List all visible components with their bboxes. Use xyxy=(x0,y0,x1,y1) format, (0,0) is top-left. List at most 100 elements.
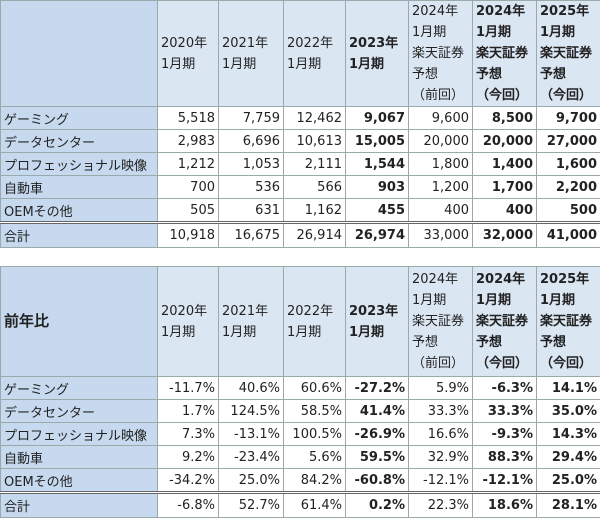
value-cell: 29.4% xyxy=(536,445,600,469)
value-cell: -6.3% xyxy=(472,376,537,400)
value-cell: 1,162 xyxy=(283,198,346,223)
column-header: 2024年 1月期 楽天証券 予想 （前回） xyxy=(408,266,473,377)
value-cell: 20,000 xyxy=(472,129,537,153)
value-cell: 536 xyxy=(218,175,284,199)
column-header: 2022年 1月期 xyxy=(283,266,346,377)
table-block: 2020年 1月期 2021年 1月期 2022年 1月期 2023年 1月期 2024… xyxy=(0,0,600,248)
value-cell: 60.6% xyxy=(283,376,346,400)
total-cell: 26,974 xyxy=(345,221,409,248)
value-cell: -11.7% xyxy=(157,376,219,400)
value-cell: 400 xyxy=(472,198,537,223)
value-cell: -12.1% xyxy=(472,468,537,493)
value-cell: 1.7% xyxy=(157,399,219,423)
total-cell: 52.7% xyxy=(218,491,284,518)
value-cell: 20,000 xyxy=(408,129,473,153)
row-label: ゲーミング xyxy=(0,106,158,130)
table-block: 前年比 2020年 1月期 2021年 1月期 2022年 1月期 2023年 1月期 2… xyxy=(0,266,600,518)
total-cell: 18.6% xyxy=(472,491,537,518)
data-row: プロフェッショナル映像 1,212 1,053 2,111 1,544 1,800 1,40… xyxy=(0,152,600,176)
row-label: OEMその他 xyxy=(0,198,158,223)
value-cell: 9,600 xyxy=(408,106,473,130)
value-cell: 9,700 xyxy=(536,106,600,130)
value-cell: 35.0% xyxy=(536,399,600,423)
row-label: データセンター xyxy=(0,399,158,423)
data-row: データセンター 2,983 6,696 10,613 15,005 20,000 20,00… xyxy=(0,129,600,153)
header-row: 前年比 2020年 1月期 2021年 1月期 2022年 1月期 2023年 1月期 2… xyxy=(0,266,600,377)
total-cell: -6.8% xyxy=(157,491,219,518)
column-header: 2024年 1月期 楽天証券 予想 （今回） xyxy=(472,0,537,107)
value-cell: 1,600 xyxy=(536,152,600,176)
data-row: ゲーミング 5,518 7,759 12,462 9,067 9,600 8,500 9,70… xyxy=(0,106,600,130)
data-row: ゲーミング -11.7% 40.6% 60.6% -27.2% 5.9% -6.3% 14.1… xyxy=(0,376,600,400)
value-cell: 631 xyxy=(218,198,284,223)
value-cell: 566 xyxy=(283,175,346,199)
value-cell: 700 xyxy=(157,175,219,199)
value-cell: 1,053 xyxy=(218,152,284,176)
value-cell: 1,544 xyxy=(345,152,409,176)
data-table: 前年比 2020年 1月期 2021年 1月期 2022年 1月期 2023年 1月期 2… xyxy=(0,266,600,518)
column-header: 2021年 1月期 xyxy=(218,266,284,377)
value-cell: 25.0% xyxy=(218,468,284,493)
value-cell: 16.6% xyxy=(408,422,473,446)
value-cell: 14.3% xyxy=(536,422,600,446)
value-cell: -9.3% xyxy=(472,422,537,446)
value-cell: 2,983 xyxy=(157,129,219,153)
column-header: 2024年 1月期 楽天証券 予想 （今回） xyxy=(472,266,537,377)
data-row: プロフェッショナル映像 7.3% -13.1% 100.5% -26.9% 16.6% -9… xyxy=(0,422,600,446)
total-cell: 41,000 xyxy=(536,221,600,248)
value-cell: 6,696 xyxy=(218,129,284,153)
data-row: OEMその他 -34.2% 25.0% 84.2% -60.8% -12.1% -12.1%… xyxy=(0,468,600,493)
value-cell: 5.9% xyxy=(408,376,473,400)
row-label: プロフェッショナル映像 xyxy=(0,422,158,446)
total-row: 合計 10,918 16,675 26,914 26,974 33,000 32,000 41… xyxy=(0,221,600,248)
value-cell: 1,200 xyxy=(408,175,473,199)
data-table: 2020年 1月期 2021年 1月期 2022年 1月期 2023年 1月期 2024… xyxy=(0,0,600,248)
value-cell: 505 xyxy=(157,198,219,223)
column-header: 2023年 1月期 xyxy=(345,0,409,107)
value-cell: 903 xyxy=(345,175,409,199)
value-cell: -27.2% xyxy=(345,376,409,400)
total-cell: 28.1% xyxy=(536,491,600,518)
column-header: 2020年 1月期 xyxy=(157,266,219,377)
row-label: 自動車 xyxy=(0,175,158,199)
value-cell: 7.3% xyxy=(157,422,219,446)
value-cell: 9,067 xyxy=(345,106,409,130)
value-cell: 14.1% xyxy=(536,376,600,400)
total-cell: 16,675 xyxy=(218,221,284,248)
data-row: 自動車 700 536 566 903 1,200 1,700 2,200 xyxy=(0,175,600,199)
value-cell: 25.0% xyxy=(536,468,600,493)
value-cell: 100.5% xyxy=(283,422,346,446)
value-cell: 1,212 xyxy=(157,152,219,176)
corner-cell xyxy=(0,0,158,107)
value-cell: 10,613 xyxy=(283,129,346,153)
column-header: 2025年 1月期 楽天証券 予想 （今回） xyxy=(536,266,600,377)
total-row: 合計 -6.8% 52.7% 61.4% 0.2% 22.3% 18.6% 28.1% xyxy=(0,491,600,518)
total-cell: 32,000 xyxy=(472,221,537,248)
value-cell: 15,005 xyxy=(345,129,409,153)
value-cell: -26.9% xyxy=(345,422,409,446)
value-cell: 7,759 xyxy=(218,106,284,130)
data-row: 自動車 9.2% -23.4% 5.6% 59.5% 32.9% 88.3% 29.4% xyxy=(0,445,600,469)
value-cell: 27,000 xyxy=(536,129,600,153)
row-label: プロフェッショナル映像 xyxy=(0,152,158,176)
value-cell: 124.5% xyxy=(218,399,284,423)
value-cell: 9.2% xyxy=(157,445,219,469)
total-cell: 10,918 xyxy=(157,221,219,248)
value-cell: 88.3% xyxy=(472,445,537,469)
data-row: OEMその他 505 631 1,162 455 400 400 500 xyxy=(0,198,600,223)
value-cell: 5.6% xyxy=(283,445,346,469)
total-cell: 26,914 xyxy=(283,221,346,248)
value-cell: 12,462 xyxy=(283,106,346,130)
value-cell: 33.3% xyxy=(472,399,537,423)
column-header: 2021年 1月期 xyxy=(218,0,284,107)
total-cell: 33,000 xyxy=(408,221,473,248)
value-cell: 59.5% xyxy=(345,445,409,469)
value-cell: 5,518 xyxy=(157,106,219,130)
value-cell: 1,400 xyxy=(472,152,537,176)
value-cell: 2,111 xyxy=(283,152,346,176)
value-cell: 1,700 xyxy=(472,175,537,199)
row-label: OEMその他 xyxy=(0,468,158,493)
value-cell: 400 xyxy=(408,198,473,223)
